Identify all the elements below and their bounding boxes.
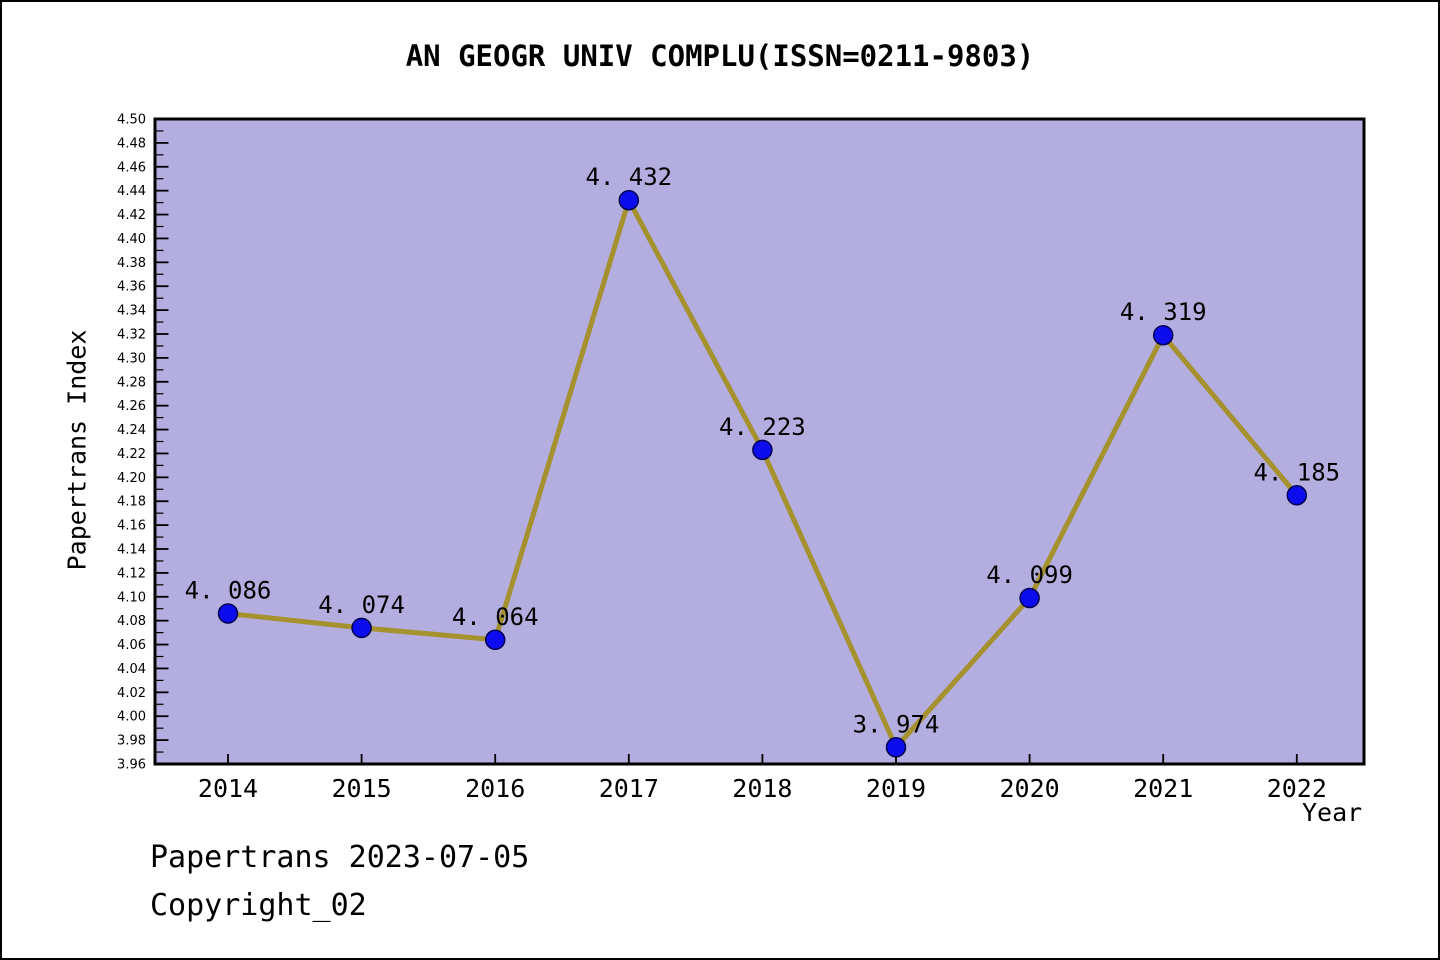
- y-tick-label: 4.08: [117, 614, 146, 629]
- x-tick-label: 2019: [866, 774, 926, 803]
- data-point-label: 4. 064: [452, 603, 539, 631]
- x-tick-label: 2015: [331, 774, 391, 803]
- data-point-label: 4. 319: [1120, 298, 1207, 326]
- y-tick-label: 4.38: [117, 256, 146, 271]
- data-point-label: 4. 223: [719, 413, 806, 441]
- chart-title: AN GEOGR UNIV COMPLU(ISSN=0211-9803): [405, 39, 1035, 73]
- data-point: [885, 737, 907, 758]
- x-tick-label: 2018: [732, 774, 792, 803]
- y-tick-label: 3.98: [117, 734, 146, 749]
- data-point: [1019, 587, 1040, 609]
- y-tick-label: 4.12: [117, 566, 146, 581]
- y-tick-label: 4.50: [117, 113, 146, 128]
- x-tick-label: 2017: [599, 774, 659, 803]
- y-tick-label: 3.96: [117, 758, 146, 773]
- y-tick-label: 4.42: [117, 208, 146, 223]
- data-point-label: 4. 074: [318, 591, 405, 619]
- y-tick-label: 4.02: [117, 686, 146, 701]
- y-tick-label: 4.28: [117, 375, 146, 390]
- y-tick-label: 4.18: [117, 495, 146, 510]
- x-tick-label: 2014: [198, 774, 258, 803]
- data-point: [1152, 324, 1174, 346]
- y-tick-label: 4.06: [117, 638, 146, 653]
- y-tick-label: 4.24: [117, 423, 146, 438]
- y-tick-label: 4.00: [117, 710, 146, 725]
- data-point: [484, 629, 506, 651]
- y-tick-label: 4.44: [117, 184, 146, 199]
- y-tick-label: 4.40: [117, 232, 146, 247]
- y-tick-label: 4.36: [117, 280, 146, 295]
- y-axis-title: Papertrans Index: [62, 329, 92, 571]
- y-tick-label: 4.26: [117, 399, 146, 414]
- y-tick-label: 4.34: [117, 304, 146, 319]
- x-tick-label: 2021: [1133, 774, 1193, 803]
- data-point-label: 3. 974: [853, 710, 940, 738]
- data-point-label: 4. 432: [585, 163, 672, 191]
- footer-source-date: Papertrans 2023-07-05: [150, 840, 530, 875]
- plot-frame: [153, 117, 1366, 766]
- data-point: [1286, 485, 1308, 506]
- data-point: [618, 189, 640, 211]
- data-point-label: 4. 099: [986, 561, 1073, 589]
- data-point-label: 4. 185: [1253, 458, 1340, 486]
- y-tick-label: 4.14: [117, 543, 146, 558]
- data-point: [217, 603, 239, 624]
- y-tick-label: 4.10: [117, 590, 146, 605]
- y-tick-label: 4.46: [117, 160, 146, 175]
- x-tick-label: 2022: [1267, 774, 1327, 803]
- data-point: [752, 439, 773, 461]
- data-point: [351, 617, 372, 639]
- y-tick-label: 4.20: [117, 471, 146, 486]
- y-tick-label: 4.32: [117, 328, 146, 343]
- x-tick-label: 2016: [465, 774, 525, 803]
- y-tick-label: 4.16: [117, 519, 146, 534]
- y-tick-label: 4.48: [117, 136, 146, 151]
- y-tick-label: 4.22: [117, 447, 146, 462]
- data-point-label: 4. 086: [185, 577, 272, 605]
- y-tick-label: 4.04: [117, 662, 146, 677]
- x-axis-title: Year: [1302, 798, 1363, 827]
- x-tick-label: 2020: [999, 774, 1059, 803]
- footer-copyright: Copyright_02: [150, 888, 367, 923]
- y-tick-label: 4.30: [117, 351, 146, 366]
